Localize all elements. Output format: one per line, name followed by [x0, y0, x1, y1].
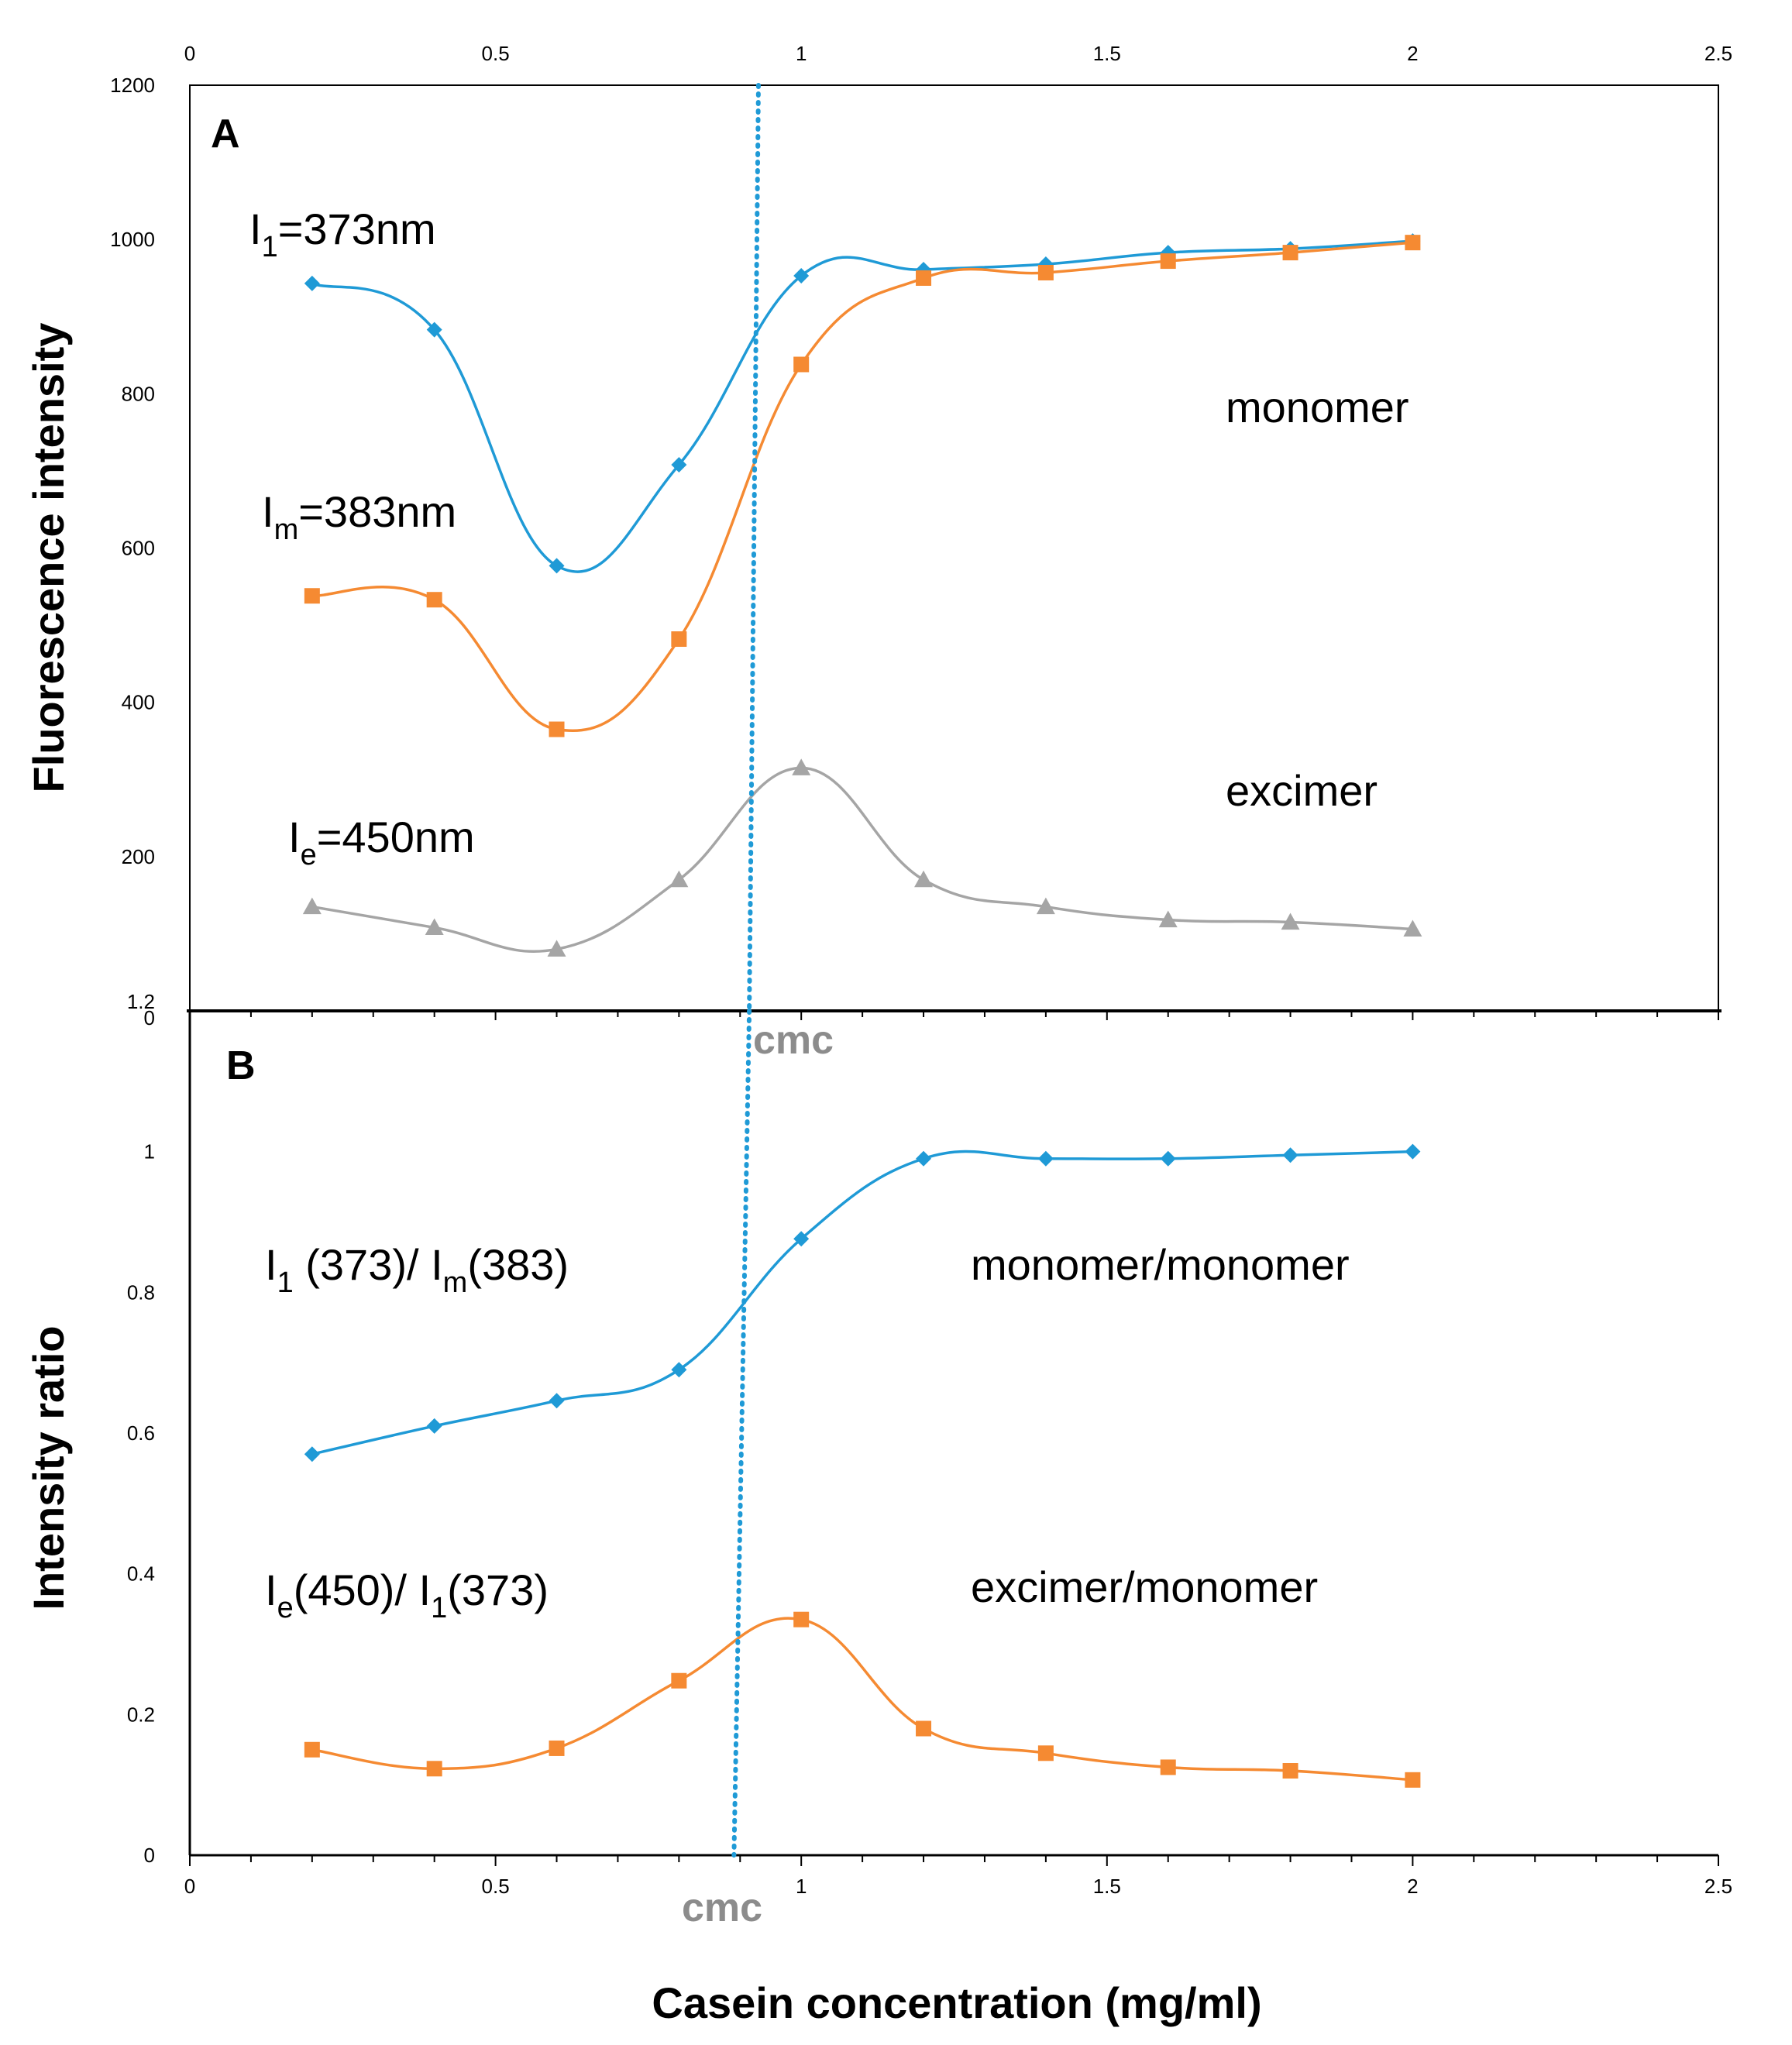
panel-b-data-point-2 — [426, 1761, 442, 1777]
panel-b-y-tick-label: 0.8 — [127, 1280, 155, 1304]
panel-a-data-point-1 — [304, 275, 320, 291]
panel-a-data-point-2 — [1037, 264, 1054, 280]
panel-a-data-point-3 — [914, 870, 934, 888]
panel-a-y-tick-label: 400 — [122, 691, 155, 714]
panel-a-data-point-1 — [549, 558, 565, 574]
label-excimer: excimer — [1226, 766, 1378, 815]
panel-b-y-tick-label: 0.4 — [127, 1562, 155, 1586]
panel-b-data-point-1 — [426, 1418, 442, 1434]
panel-b-data-point-1 — [1405, 1143, 1421, 1160]
y-axis-title-panel-a: Fluorescence intensity — [24, 323, 73, 793]
label-i1-373nm: I1=373nm — [249, 204, 436, 263]
panel-b-data-point-2 — [1160, 1759, 1176, 1775]
panel-a-x-tick-label: 2 — [1407, 42, 1418, 65]
panel-a-data-point-2 — [1282, 245, 1298, 261]
panel-b-data-point-1 — [1160, 1150, 1176, 1167]
x-axis-title: Casein concentration (mg/ml) — [652, 1978, 1261, 2027]
panel-a-y-tick-label-zero: 0 — [144, 1006, 155, 1029]
panel-b-series-line-2 — [311, 1617, 1413, 1782]
panel-b-data-point-1 — [916, 1150, 932, 1167]
panel-a-series-line-3 — [311, 766, 1413, 953]
panel-a-data-point-1 — [793, 267, 810, 284]
label-ratio-ie-i1: Ie(450)/ I1(373) — [265, 1566, 549, 1624]
panel-a-data-point-3 — [302, 897, 322, 915]
panel-a-data-point-3 — [1158, 910, 1178, 928]
panel-b-data-point-1 — [304, 1446, 320, 1462]
label-ie-450nm: Ie=450nm — [288, 813, 475, 871]
panel-b-data-point-2 — [671, 1672, 687, 1689]
cmc-label-panel-a: cmc — [753, 1018, 834, 1063]
panel-a-x-tick-label: 0.5 — [482, 42, 510, 65]
panel-b-data-point-1 — [1037, 1150, 1054, 1167]
panel-a-data-point-2 — [426, 592, 442, 608]
panel-b-data-point-2 — [304, 1741, 320, 1758]
panel-a-data-point-3 — [1281, 913, 1300, 930]
panel-b-x-tick-label: 0 — [184, 1875, 195, 1898]
panel-b-series-line-1 — [311, 1150, 1413, 1456]
label-im-383nm: Im=383nm — [262, 487, 456, 546]
panel-a-data-point-3 — [792, 758, 811, 775]
panel-a-letter: A — [211, 112, 240, 156]
panel-a-data-point-2 — [671, 631, 687, 648]
panel-a-data-point-3 — [669, 870, 689, 888]
tick-layer: 0 0.5 1 1.5 2 2.5 1.2 200 400 600 800 1000 1200 0 0 0.5… — [110, 42, 1732, 1898]
panel-a-data-point-2 — [1160, 253, 1176, 270]
panel-a-y-tick-label: 600 — [122, 537, 155, 560]
panel-a-data-point-3 — [1036, 897, 1055, 915]
panel-b-y-tick-label: 1 — [144, 1140, 155, 1163]
panel-a-y-tick-label: 1.2 — [127, 990, 155, 1013]
panel-a-y-tick-label: 1000 — [110, 228, 155, 251]
panel-b-data-point-1 — [1282, 1147, 1298, 1163]
panel-a-data-point-2 — [793, 356, 810, 373]
panel-b-data-point-2 — [549, 1740, 565, 1756]
label-ratio-i1-im: I1 (373)/ Im(383) — [265, 1240, 569, 1299]
panel-b-data-point-1 — [793, 1231, 810, 1247]
panel-a-data-point-3 — [425, 918, 444, 936]
panel-a-x-tick-label: 1 — [796, 42, 807, 65]
label-monomer-monomer: monomer/monomer — [971, 1240, 1350, 1289]
panel-a-x-tick-label: 2.5 — [1704, 42, 1732, 65]
panel-b-x-tick-label: 2 — [1407, 1875, 1418, 1898]
panel-b-letter: B — [226, 1043, 256, 1088]
panel-a-data-point-3 — [1403, 919, 1422, 937]
y-axis-title-panel-b: Intensity ratio — [24, 1325, 73, 1610]
panel-a-x-tick-label: 0 — [184, 42, 195, 65]
label-monomer: monomer — [1226, 383, 1409, 431]
label-excimer-monomer: excimer/monomer — [971, 1562, 1318, 1611]
panel-a-data-point-2 — [304, 588, 320, 604]
panel-a-y-tick-label: 800 — [122, 382, 155, 405]
panel-a-data-point-2 — [549, 721, 565, 737]
panel-b-x-tick-label: 1.5 — [1093, 1875, 1121, 1898]
panel-a-data-point-1 — [426, 321, 442, 338]
panel-b-data-point-2 — [1405, 1772, 1421, 1788]
panel-b-x-tick-label: 0.5 — [482, 1875, 510, 1898]
panel-b-x-tick-label: 2.5 — [1704, 1875, 1732, 1898]
panel-b-y-tick-label: 0.6 — [127, 1421, 155, 1445]
panel-b-data-point-1 — [671, 1362, 687, 1378]
panel-b-data-point-2 — [1037, 1745, 1054, 1761]
series-layer — [311, 239, 1413, 1782]
panel-a-x-tick-label: 1.5 — [1093, 42, 1121, 65]
panel-b-data-point-2 — [916, 1720, 932, 1737]
panel-a-data-point-1 — [671, 456, 687, 473]
panel-a-data-point-2 — [1405, 235, 1421, 251]
panel-a-data-point-2 — [916, 270, 932, 286]
panel-b-y-tick-label: 0 — [144, 1844, 155, 1867]
panel-b-data-point-1 — [549, 1393, 565, 1409]
panel-a-y-tick-label: 1200 — [110, 74, 155, 97]
panel-b-x-tick-label: 1 — [796, 1875, 807, 1898]
panel-b-y-tick-label: 0.2 — [127, 1703, 155, 1726]
panel-b-data-point-2 — [793, 1611, 810, 1627]
marker-layer — [302, 233, 1422, 1788]
panel-a-data-point-3 — [547, 940, 566, 957]
cmc-label-panel-b: cmc — [682, 1885, 762, 1930]
panel-b-data-point-2 — [1282, 1763, 1298, 1779]
cmc-line-panel-a — [747, 83, 761, 1013]
panel-a-y-tick-label: 200 — [122, 845, 155, 868]
